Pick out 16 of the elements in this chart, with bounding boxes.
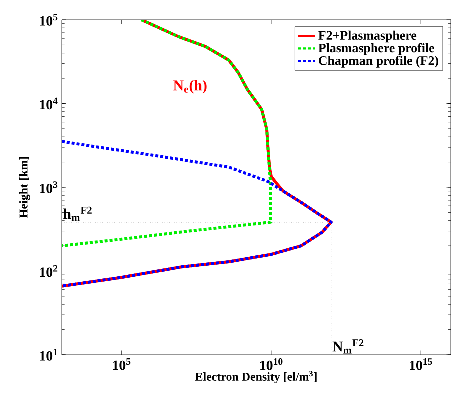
legend-label: F2+Plasmasphere — [318, 30, 417, 43]
legend-label: Plasmasphere profile — [318, 43, 434, 56]
ref-line-label: h$_{m}$F2 — [64, 206, 92, 222]
ref-line-label: N$_{m}$F2 — [332, 340, 364, 354]
annotation: N$_{e}$(h) — [174, 80, 207, 94]
y-tick-label: 10$^{4}$ — [40, 98, 58, 110]
x-tick-label: 10$^{5}$ — [113, 358, 131, 370]
x-tick-label: 10$^{10}$ — [260, 358, 283, 370]
x-tick-label: 10$^{15}$ — [410, 358, 432, 370]
y-tick-label: 10$^{5}$ — [40, 14, 58, 26]
y-axis-title: Height [km] — [19, 157, 30, 218]
legend-label: Chapman profile (F2) — [319, 56, 438, 68]
y-tick-label: 10$^{1}$ — [40, 349, 58, 361]
y-tick-label: 10$^{3}$ — [40, 182, 58, 194]
x-axis-title: Electron Density [el/m$^{3}$] — [195, 371, 317, 384]
y-tick-label: 10$^{2}$ — [40, 265, 58, 278]
